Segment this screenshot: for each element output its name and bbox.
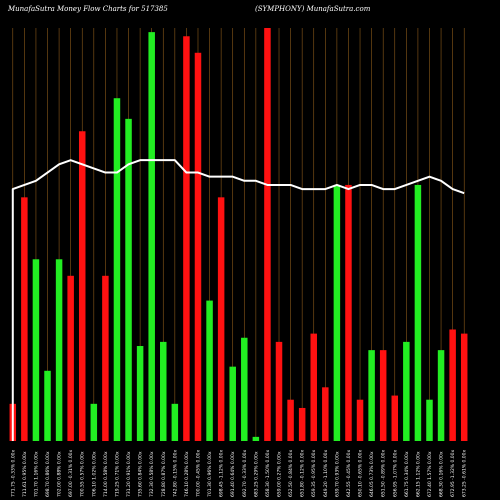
chart-subtitle: (SYMPHONY) MunafaSutra.com <box>255 5 371 13</box>
x-tick-label-34: 661.75 0.34% 0.00x <box>404 451 410 497</box>
bar-23 <box>275 341 283 441</box>
bar-3 <box>44 370 51 441</box>
x-tick-label-15: 746.10 0.28% 0.00x <box>184 451 190 497</box>
x-tick-label-8: 714.00 0.58% 0.00x <box>103 451 109 497</box>
x-tick-label-33: 656.95 -1.07% 0.00x <box>392 449 398 497</box>
x-tick-label-19: 691.40 0.64% 0.00x <box>230 451 236 497</box>
bar-18 <box>217 197 225 441</box>
x-tick-label-20: 692.70 -0.33% 0.00x <box>242 449 248 497</box>
x-tick-label-1: 711.61 0.95% 0.00x <box>22 451 28 497</box>
x-tick-label-3: 698.70 0.86% 0.00x <box>45 451 51 497</box>
bar-15 <box>183 36 190 441</box>
x-tick-label-12: 732.30 0.58% 0.00x <box>149 451 155 497</box>
x-tick-label-6: 700.55 0.57% 0.00x <box>80 451 86 497</box>
x-tick-label-32: 651.50 -0.89% 0.00x <box>381 449 387 497</box>
x-tick-label-11: 735.60 0.84% 0.00x <box>138 451 144 497</box>
x-tick-label-29: 642.55 -0.45% 0.00x <box>346 449 352 497</box>
x-tick-label-26: 659.35 -0.95% 0.00x <box>311 449 317 497</box>
bar-39 <box>460 333 468 441</box>
bar-5 <box>67 275 74 441</box>
bar-14 <box>171 403 179 441</box>
bar-28 <box>333 184 341 441</box>
x-tick-label-35: 662.15 1.12% 0.00x <box>415 451 421 497</box>
x-tick-label-31: 646.05 0.73% 0.00x <box>369 451 375 497</box>
x-tick-label-36: 672.40 1.57% 0.00x <box>427 451 433 497</box>
x-tick-label-9: 719.25 0.71% 0.00x <box>114 451 120 497</box>
bar-34 <box>403 341 410 441</box>
bar-17 <box>206 300 213 441</box>
bar-33 <box>391 395 399 441</box>
x-tick-label-14: 742.80 -0.15% 0.00x <box>172 449 178 497</box>
bar-21 <box>252 436 260 441</box>
x-tick-labels: 771.75 -0.33% 0.00x 711.61 0.95% 0.00x 701… <box>10 449 467 497</box>
x-tick-label-24: 652.50 -0.84% 0.00x <box>288 449 294 497</box>
bar-24 <box>287 399 294 441</box>
bar-27 <box>322 387 329 441</box>
bar-1 <box>21 197 28 441</box>
bar-31 <box>368 350 375 441</box>
price-line <box>11 159 465 441</box>
x-tick-label-27: 649.20 -1.10% 0.00x <box>323 449 329 497</box>
bars <box>9 28 468 442</box>
bar-9 <box>113 98 121 442</box>
bar-16 <box>194 52 202 441</box>
x-tick-label-10: 731.20 0.91% 0.00x <box>126 451 132 497</box>
x-tick-label-2: 701.70 1.16% 0.00x <box>33 451 39 497</box>
x-tick-label-39: 673.25 -0.61% 0.00x <box>462 449 468 497</box>
bar-10 <box>125 118 132 442</box>
x-tick-label-7: 706.10 1.02% 0.00x <box>91 451 97 497</box>
x-tick-label-22: 658.30 -1.50% 0.00x <box>265 449 271 497</box>
bar-30 <box>356 399 364 441</box>
x-tick-label-4: 702.00 0.88% 0.00x <box>57 451 63 497</box>
bar-20 <box>241 337 248 441</box>
bar-11 <box>136 346 144 441</box>
x-tick-label-23: 659.00 0.27% 0.00x <box>277 451 283 497</box>
bar-25 <box>298 407 306 441</box>
bar-38 <box>449 329 456 441</box>
bar-22 <box>264 28 271 441</box>
bar-36 <box>426 399 433 441</box>
x-tick-label-18: 698.45 -1.12% 0.00x <box>219 449 225 497</box>
x-tick-label-28: 639.70 0.93% 0.00x <box>334 451 340 497</box>
x-tick-label-25: 651.80 -0.12% 0.00x <box>300 449 306 497</box>
x-tick-label-38: 672.95 -1.32% 0.00x <box>450 449 456 497</box>
x-tick-label-5: 697.00 -0.31% 0.00x <box>68 449 74 497</box>
bar-13 <box>160 341 167 441</box>
x-tick-label-30: 650.10 -0.65% 0.00x <box>358 449 364 497</box>
bar-6 <box>78 131 86 441</box>
bar-32 <box>379 350 387 441</box>
bar-8 <box>102 275 109 441</box>
chart-title: MunafaSutra Money Flow Charts for 517385 <box>8 5 168 13</box>
bar-37 <box>437 350 445 441</box>
x-tick-label-17: 701.30 0.96% 0.00x <box>207 451 213 497</box>
x-tick-label-37: 668.30 0.16% 0.00x <box>439 451 445 497</box>
bar-35 <box>414 184 422 441</box>
x-tick-label-21: 683.25 0.29% 0.00x <box>253 451 259 497</box>
bar-19 <box>229 366 236 441</box>
bar-4 <box>55 259 63 441</box>
x-tick-label-16: 700.00 -0.45% 0.00x <box>195 449 201 497</box>
bar-7 <box>90 403 98 441</box>
bar-12 <box>148 32 155 441</box>
bar-2 <box>32 259 40 441</box>
bar-29 <box>345 184 352 441</box>
bar-26 <box>310 333 317 441</box>
x-tick-label-0: 771.75 -0.33% 0.00x <box>10 449 16 497</box>
x-tick-label-13: 728.80 0.87% 0.00x <box>161 451 167 497</box>
